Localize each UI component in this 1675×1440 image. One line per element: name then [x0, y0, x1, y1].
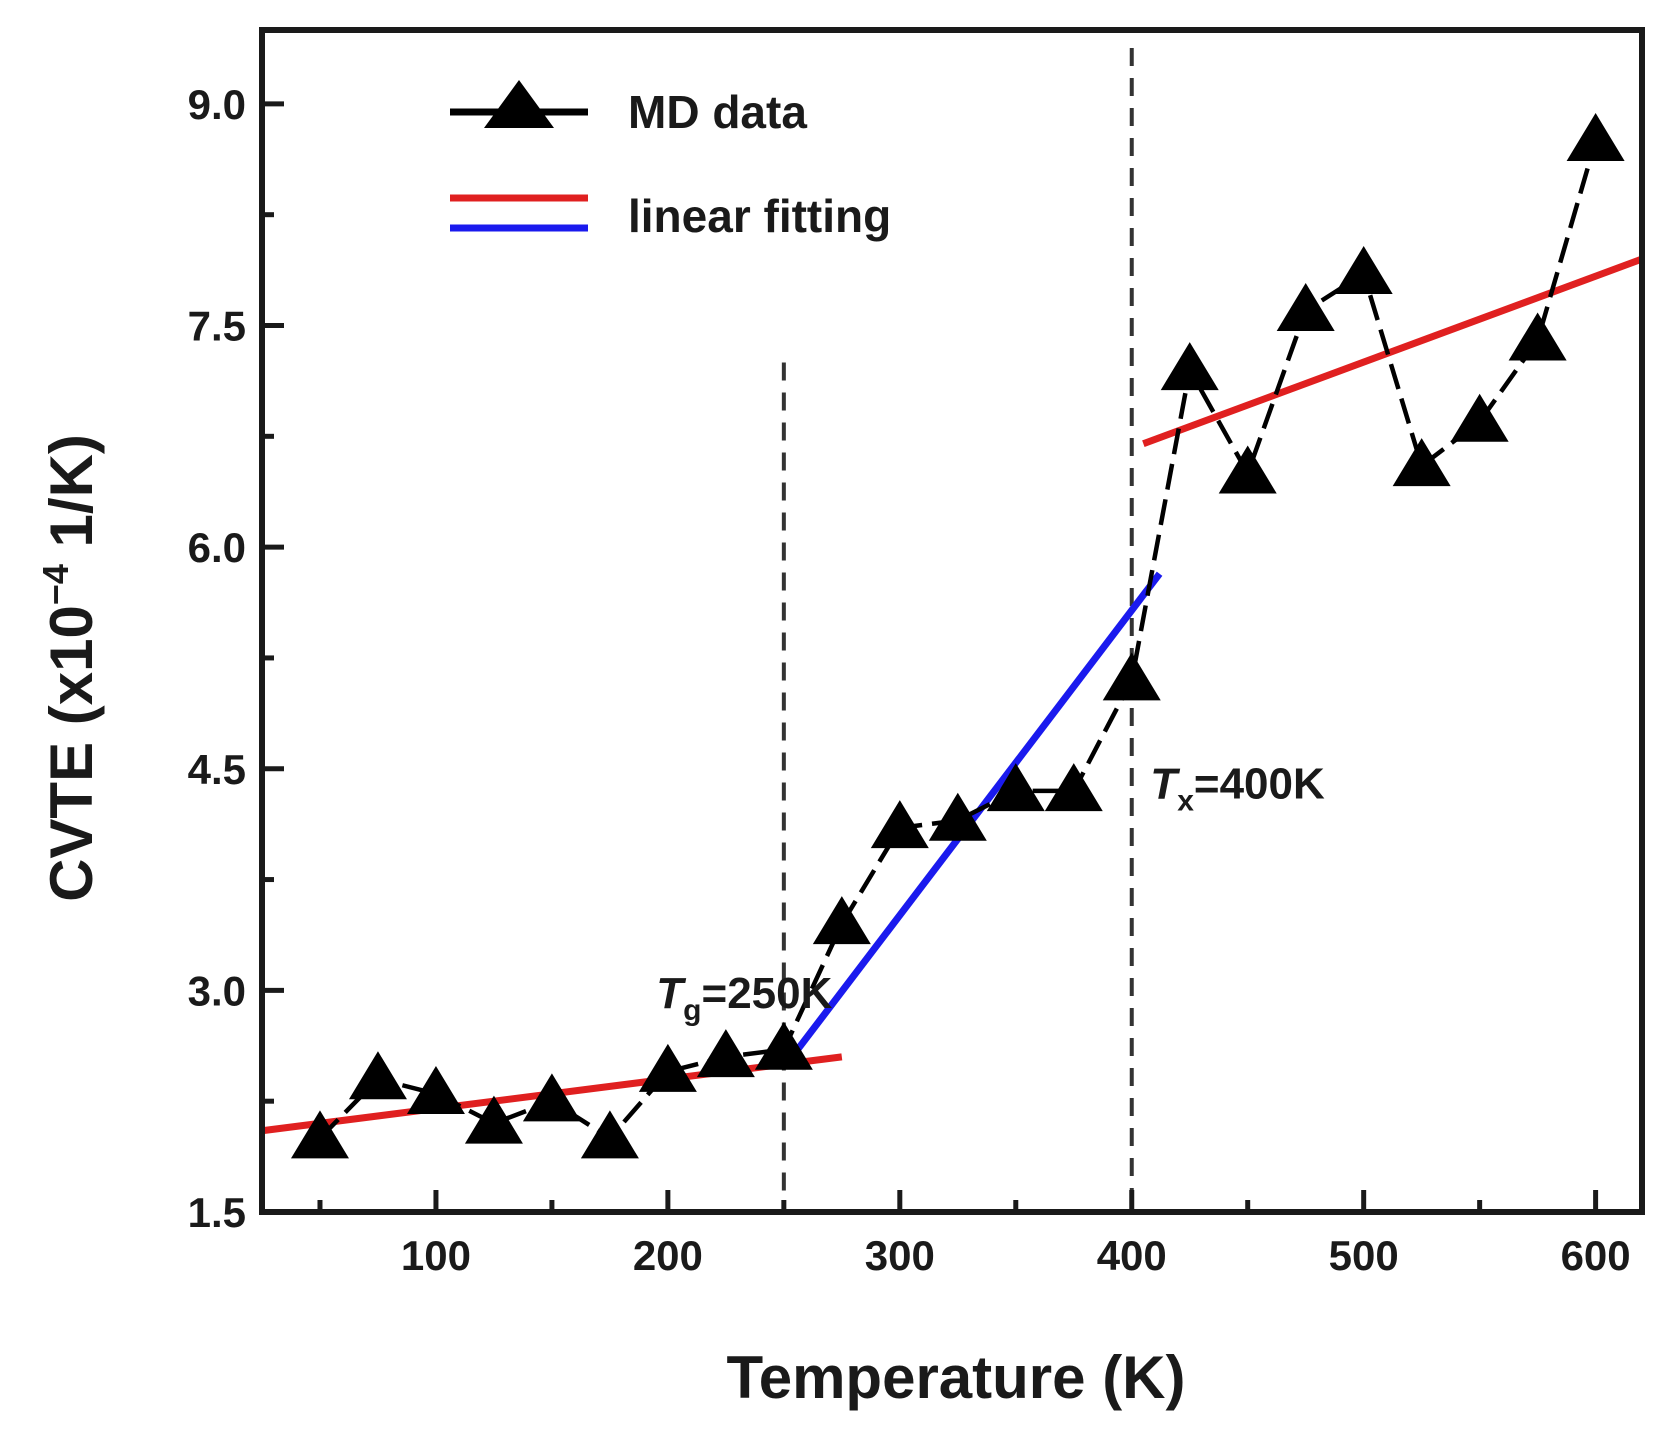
legend-entry-linear-fitting: linear fitting: [450, 190, 891, 242]
data-point-marker: [1392, 438, 1451, 487]
data-point-marker: [580, 1110, 639, 1159]
data-point-marker: [638, 1043, 697, 1092]
data-point-marker: [1218, 445, 1277, 494]
data-point-marker: [1102, 652, 1161, 701]
series-line-md-data: [318, 140, 1598, 1142]
data-point-marker: [1160, 342, 1219, 391]
fit-line-2: [792, 571, 1163, 1055]
x-tick-label: 100: [401, 1232, 471, 1279]
y-axis-title-base: CVTE (x10: [38, 605, 105, 902]
annotation-subscript: x: [1177, 784, 1194, 817]
x-ticks: 100 200 300 400 500 600: [317, 1190, 1631, 1279]
x-tick-label: 600: [1561, 1232, 1631, 1279]
data-point-marker: [928, 792, 987, 841]
x-axis-title: Temperature (K): [727, 1344, 1186, 1411]
axes: [259, 27, 1645, 1215]
legend-entry-md-data: MD data: [450, 80, 807, 138]
x-tick-label: 200: [633, 1232, 703, 1279]
data-point-marker: [464, 1095, 523, 1144]
y-axis-title: CVTE (x10−4 1/K): [35, 434, 105, 902]
data-point-marker: [1044, 763, 1103, 812]
y-tick-label: 6.0: [188, 524, 246, 571]
annotation-value: =250K: [702, 969, 833, 1018]
data-point-marker: [1508, 312, 1567, 361]
y-tick-label: 4.5: [188, 746, 246, 793]
annotation-symbol: T: [1150, 759, 1180, 808]
data-point-marker: [348, 1051, 407, 1100]
data-point-marker: [1334, 246, 1393, 295]
data-point-marker: [522, 1073, 581, 1122]
legend: MD data linear fitting: [450, 80, 891, 242]
y-axis-title-exponent: −4: [35, 564, 76, 605]
data-point-marker: [870, 800, 929, 849]
annotation-tx: Tx=400K: [1150, 759, 1325, 817]
annotation-value: =400K: [1194, 759, 1325, 808]
y-tick-label: 7.5: [188, 303, 246, 350]
md-data-series: [290, 113, 1625, 1159]
y-tick-label: 9.0: [188, 81, 246, 128]
vertical-reference-lines: [781, 48, 1134, 1212]
annotation-subscript: g: [683, 994, 701, 1027]
data-point-marker: [406, 1066, 465, 1115]
data-point-marker: [754, 1021, 813, 1070]
y-ticks: 1.5 3.0 4.5 6.0 7.5 9.0: [188, 81, 284, 1236]
data-point-marker: [1450, 393, 1509, 442]
annotation-tg: Tg=250K: [656, 969, 832, 1027]
y-axis-title-unit: 1/K): [38, 434, 105, 564]
fit-line-3: [1142, 255, 1644, 447]
y-tick-label: 1.5: [188, 1189, 246, 1236]
x-tick-label: 400: [1097, 1232, 1167, 1279]
data-point-marker: [1276, 282, 1335, 331]
data-point-marker: [696, 1029, 755, 1078]
x-tick-label: 500: [1329, 1232, 1399, 1279]
annotation-symbol: T: [656, 969, 686, 1018]
y-tick-label: 3.0: [188, 967, 246, 1014]
legend-label-md-data: MD data: [628, 86, 807, 138]
data-point-marker: [1566, 113, 1625, 162]
legend-triangle-icon: [484, 80, 554, 128]
data-point-marker: [812, 896, 871, 945]
x-tick-label: 300: [865, 1232, 935, 1279]
plot-frame: [259, 27, 1645, 1215]
data-point-marker: [986, 763, 1045, 812]
data-point-marker: [290, 1110, 349, 1159]
legend-label-linear-fitting: linear fitting: [628, 190, 891, 242]
